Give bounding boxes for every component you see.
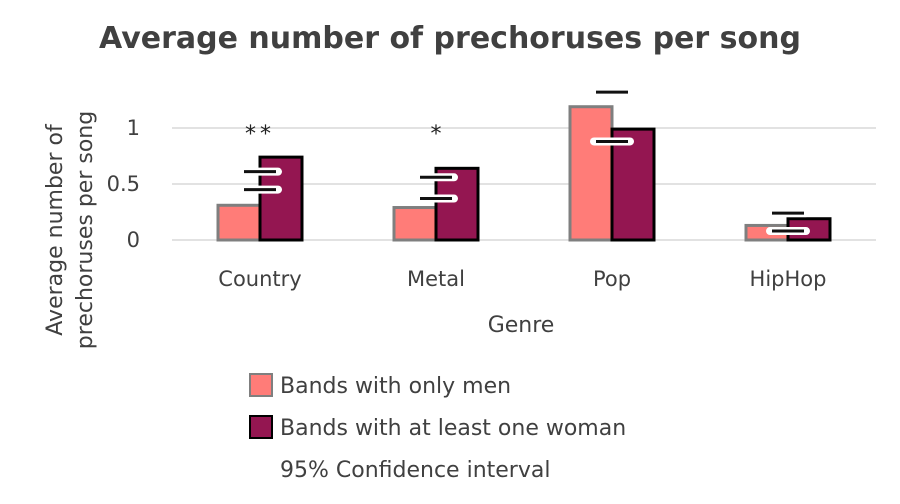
x-tick-label: Pop <box>593 267 631 291</box>
bar-men <box>216 203 262 242</box>
y-tick-label: 0 <box>127 228 140 252</box>
legend: Bands with only men Bands with at least … <box>249 373 626 483</box>
bar-women <box>434 166 480 242</box>
legend-label-men: Bands with only men <box>280 374 511 399</box>
bar-men <box>392 206 438 242</box>
legend-swatch-men <box>249 373 273 397</box>
y-axis-label-line-2: prechoruses per song <box>73 111 98 349</box>
y-tick-label: 0.5 <box>107 172 140 196</box>
bars <box>216 105 832 242</box>
y-axis-label-line-1: Average number of <box>43 123 68 336</box>
x-tick-labels: Country Metal Pop HipHop <box>218 267 826 291</box>
x-tick-label: Metal <box>407 267 465 291</box>
significance-marker: ** <box>245 122 275 147</box>
confidence-intervals <box>238 88 810 236</box>
y-tick-label: 1 <box>127 116 140 140</box>
y-tick-labels: 00.51 <box>107 116 140 252</box>
significance-marker: * <box>431 122 442 147</box>
bar-women <box>610 127 656 242</box>
bar-men <box>568 105 614 242</box>
legend-label-women: Bands with at least one woman <box>280 416 626 441</box>
x-axis-label: Genre <box>488 313 555 338</box>
significance-markers: ** * <box>245 122 442 147</box>
x-tick-label: Country <box>218 267 301 291</box>
legend-label-ci: 95% Confidence interval <box>280 458 550 483</box>
x-tick-label: HipHop <box>750 267 827 291</box>
legend-swatch-women <box>249 415 273 439</box>
chart-title: Average number of prechoruses per song <box>99 21 801 56</box>
